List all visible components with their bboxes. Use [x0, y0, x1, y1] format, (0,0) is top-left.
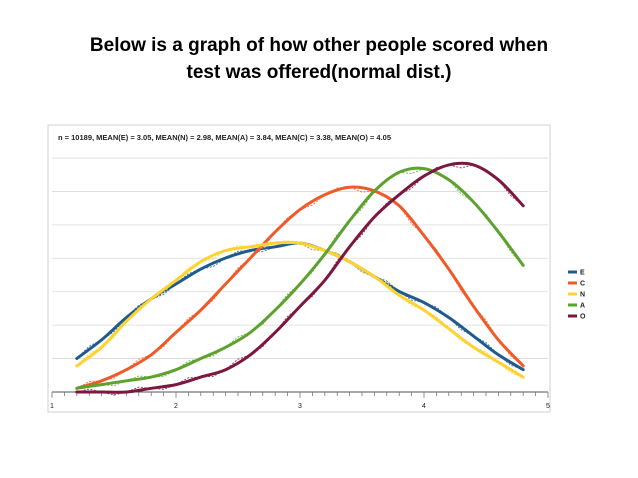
x-tick-label: 3 — [298, 403, 302, 410]
legend-label-C: C — [580, 281, 585, 288]
series-line-O — [75, 161, 525, 394]
legend-label-A: A — [580, 303, 585, 310]
series-line-N — [75, 240, 525, 379]
x-tick-label: 5 — [546, 403, 550, 410]
x-axis-ticks: 1 2 3 4 5 — [50, 392, 550, 410]
legend-label-N: N — [580, 292, 585, 299]
x-tick-label: 4 — [422, 403, 426, 410]
x-tick-label: 1 — [50, 403, 54, 410]
series-layer — [75, 161, 525, 396]
series-line-A — [75, 166, 525, 390]
legend-label-O: O — [580, 314, 586, 321]
legend-label-E: E — [580, 270, 585, 277]
chart-frame — [47, 124, 551, 413]
slide-title-line-2: test was offered(normal dist.) — [186, 62, 452, 83]
x-tick-label: 2 — [174, 403, 178, 410]
series-line-C — [75, 185, 525, 390]
slide-title: Below is a graph of how other people sco… — [0, 32, 638, 86]
slide-title-line-1: Below is a graph of how other people sco… — [89, 35, 549, 56]
chart-subtitle: n = 10189, MEAN(E) = 3.05, MEAN(N) = 2.9… — [58, 133, 391, 142]
